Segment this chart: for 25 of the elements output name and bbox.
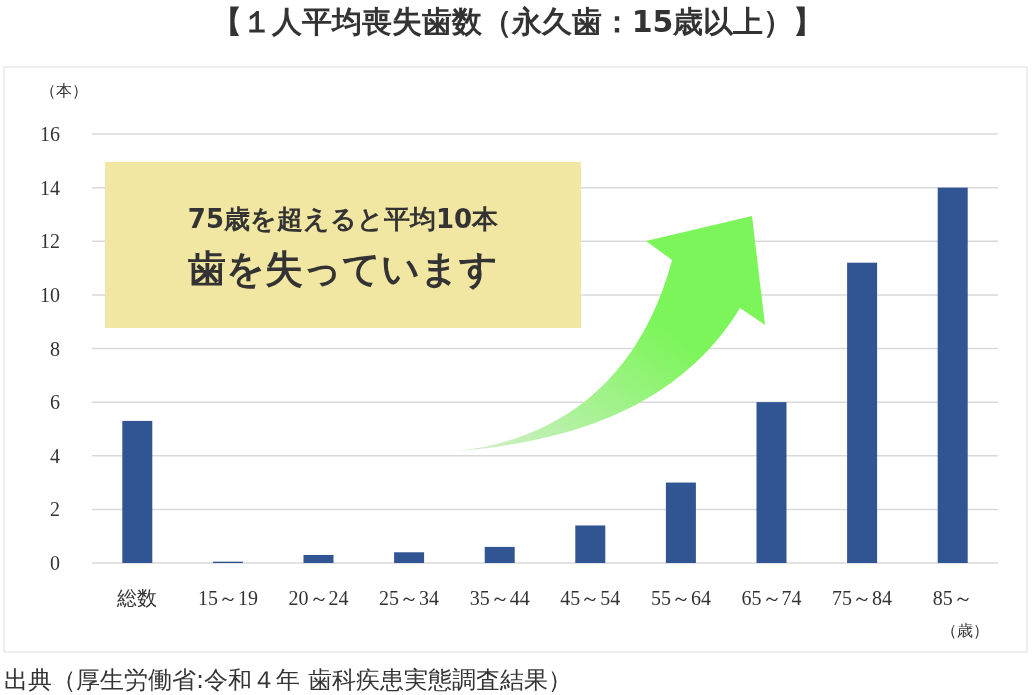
x-tick-label: 35～44 — [469, 587, 530, 609]
x-tick-label: 25～34 — [379, 587, 440, 609]
y-tick-label: 14 — [40, 176, 60, 199]
y-tick-label: 6 — [50, 391, 60, 414]
y-tick-label: 12 — [40, 230, 60, 253]
x-tick-label: 20～24 — [288, 587, 349, 609]
x-tick-label: 65～74 — [741, 587, 802, 609]
x-tick-label: 総数 — [116, 587, 158, 609]
x-tick-label: 45～54 — [560, 587, 621, 609]
x-tick-label: 55～64 — [650, 587, 711, 609]
y-tick-label: 2 — [50, 498, 60, 521]
y-tick-label: 16 — [40, 123, 60, 145]
x-tick-label: 85～ — [932, 587, 973, 609]
y-tick-label: 0 — [50, 552, 60, 574]
y-axis-title: （本） — [40, 81, 88, 100]
x-tick-label: 75～84 — [832, 587, 893, 609]
x-tick-label: 15～19 — [197, 587, 258, 609]
annotation: 75歳を超えると平均10本 — [187, 204, 500, 234]
y-tick-label: 8 — [50, 337, 60, 360]
y-tick-label: 10 — [40, 283, 60, 306]
x-axis-title: （歳） — [941, 621, 989, 640]
y-tick-label: 4 — [50, 444, 60, 467]
source-note: 出典（厚生労働省:令和４年 歯科疾患実態調査結果） — [4, 666, 572, 694]
chart-title: 【１人平均喪失歯数（永久歯：15歳以上）】 — [211, 4, 824, 39]
annotation: 歯を失っています — [188, 247, 498, 291]
